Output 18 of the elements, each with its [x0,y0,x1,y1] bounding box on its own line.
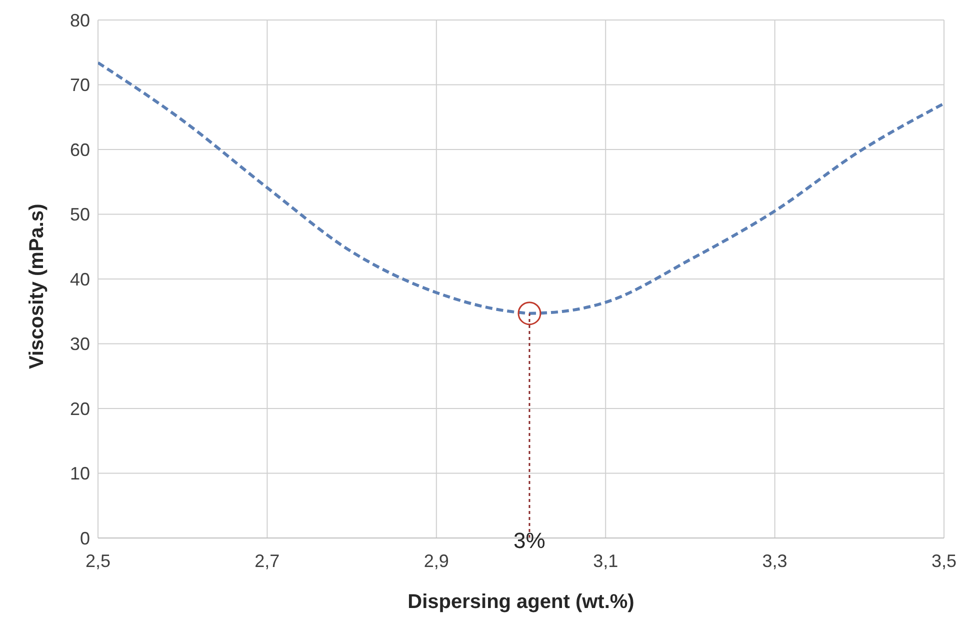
y-tick-label: 50 [70,204,90,225]
x-tick-label: 3,3 [762,550,788,571]
y-tick-label: 80 [70,10,90,30]
y-axis-title: Viscosity (mPa.s) [26,204,48,369]
x-tick-label: 3,5 [931,550,957,571]
x-tick-label: 2,7 [254,550,280,571]
y-tick-label: 70 [70,75,90,96]
y-tick-label: 60 [70,140,90,160]
x-tick-label: 2,5 [85,550,111,571]
y-tick-label: 30 [70,334,90,354]
y-tick-label: 0 [80,528,90,548]
y-tick-label: 40 [70,269,90,290]
annotation: 3% [514,528,546,553]
x-tick-label: 2,9 [424,550,449,571]
y-tick-label: 10 [70,464,90,484]
x-tick-label: 3,1 [593,550,618,571]
y-tick-label: 20 [70,398,90,419]
x-axis-title: Dispersing agent (wt.%) [408,591,634,613]
